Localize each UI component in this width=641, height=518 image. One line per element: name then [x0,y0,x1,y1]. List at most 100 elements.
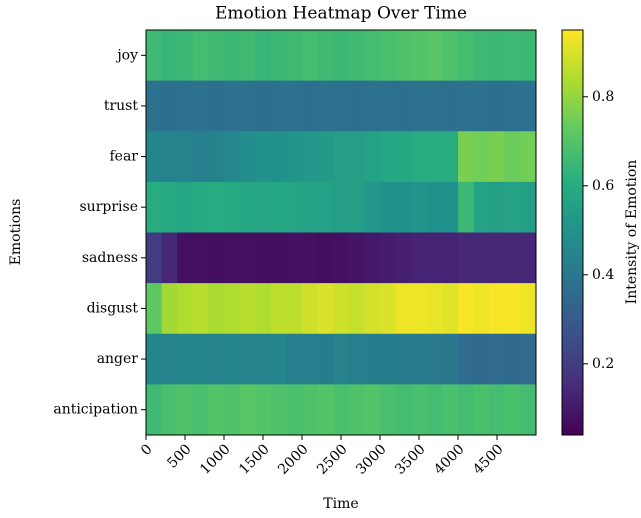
heatmap-cell [302,30,319,82]
y-tick-label: anger [97,351,139,367]
heatmap-cell [146,80,163,132]
heatmap-cell [395,333,412,385]
heatmap-cell [348,283,365,335]
heatmap-cell [333,30,350,82]
heatmap-cell [411,30,428,82]
heatmap-cell [442,80,459,132]
heatmap-cell [255,181,272,233]
heatmap-cell [489,232,506,284]
heatmap-cell [255,80,272,132]
heatmap-cell [333,181,350,233]
heatmap-cell [161,131,178,183]
heatmap-cell [380,80,397,132]
heatmap-cell [192,30,209,82]
x-axis-label: Time [323,496,358,512]
heatmap-cell [364,181,381,233]
heatmap-cell [395,283,412,335]
heatmap-cell [520,333,537,385]
x-tick-label: 4000 [431,441,468,478]
heatmap-cell [458,333,475,385]
heatmap-cell [255,30,272,82]
heatmap-cell [380,131,397,183]
heatmap-cell [333,131,350,183]
heatmap-cell [333,384,350,436]
heatmap-cell [317,333,334,385]
heatmap-cell [224,30,241,82]
heatmap-cell [411,181,428,233]
heatmap-cell [473,80,490,132]
heatmap-cell [208,131,225,183]
x-tick-label: 3500 [392,441,429,478]
x-tick-label: 2500 [314,441,351,478]
heatmap-cell [504,232,521,284]
heatmap-cell [192,384,209,436]
heatmap-cell [473,232,490,284]
heatmap-cell [411,283,428,335]
heatmap-cell [442,131,459,183]
y-tick-label: fear [109,149,138,165]
heatmap-cell [239,333,256,385]
heatmap-cell [224,80,241,132]
heatmap-cell [286,131,303,183]
heatmap-cell [208,333,225,385]
heatmap-cell [224,384,241,436]
heatmap-cell [224,181,241,233]
y-tick-label: anticipation [53,402,138,418]
colorbar-tick-label: 0.8 [592,89,614,105]
heatmap-cell [395,30,412,82]
heatmap-cell [473,131,490,183]
heatmap-cell [317,30,334,82]
heatmap-cell [286,384,303,436]
x-tick-label: 1500 [236,441,273,478]
colorbar-tick-label: 0.2 [592,356,614,372]
heatmap-cell [208,80,225,132]
heatmap-cell [239,181,256,233]
heatmap-cell [224,232,241,284]
heatmap-cell [458,232,475,284]
heatmap-cell [395,80,412,132]
heatmap-cell [270,333,287,385]
heatmap-cell [146,131,163,183]
heatmap-cell [380,232,397,284]
chart-title: Emotion Heatmap Over Time [215,4,467,24]
heatmap-cell [364,232,381,284]
heatmap-cell [161,80,178,132]
heatmap-cell [426,384,443,436]
heatmap-cell [458,283,475,335]
heatmap-cell [426,333,443,385]
heatmap-cell [146,181,163,233]
heatmap-cell [270,30,287,82]
colorbar [561,29,584,436]
heatmap-cell [348,181,365,233]
x-tick-label: 1000 [197,441,234,478]
heatmap-cell [317,283,334,335]
heatmap-cell [473,333,490,385]
heatmap-cell [395,131,412,183]
heatmap-cell [255,384,272,436]
heatmap-cell [520,232,537,284]
heatmap-cell [161,283,178,335]
heatmap-cell [364,30,381,82]
heatmap-cell [395,384,412,436]
heatmap-cell [348,384,365,436]
heatmap-cells [146,30,537,436]
heatmap-cell [286,333,303,385]
heatmap-cell [442,283,459,335]
heatmap-cell [504,80,521,132]
heatmap-cell [255,131,272,183]
heatmap-cell [239,131,256,183]
heatmap-cell [333,333,350,385]
heatmap-cell [286,232,303,284]
heatmap-cell [286,30,303,82]
heatmap-cell [426,232,443,284]
heatmap-cell [177,30,194,82]
y-tick-label: joy [115,47,138,63]
heatmap-cell [473,283,490,335]
heatmap-cell [255,333,272,385]
heatmap-cell [489,333,506,385]
heatmap-cell [380,30,397,82]
x-tick-label: 0 [138,441,156,459]
y-axis-label: Emotions [8,199,24,266]
heatmap-cell [286,181,303,233]
heatmap-cell [146,384,163,436]
